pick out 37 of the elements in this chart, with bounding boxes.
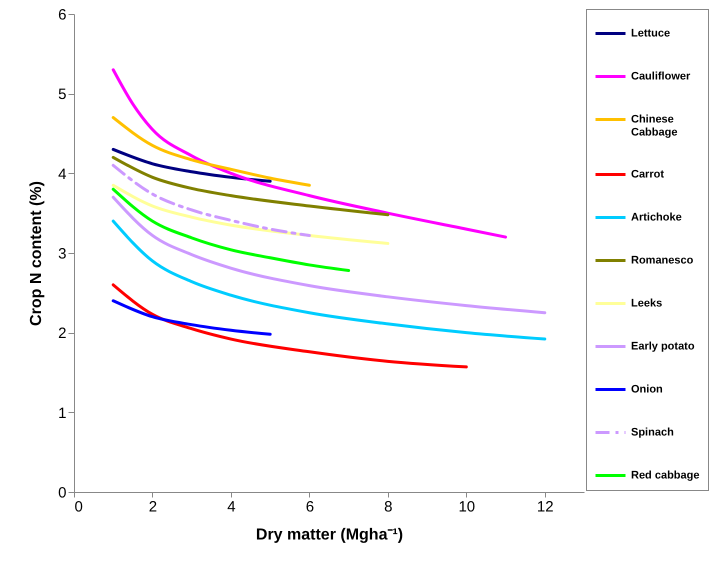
y-tick-label: 0 [58,484,66,502]
x-tick-label: 12 [536,498,554,516]
legend-label: Lettuce [631,28,670,40]
line-series [112,156,390,216]
x-tick-label: 4 [227,498,236,516]
y-tick-label: 5 [58,86,66,104]
legend-label: Early potato [631,340,695,352]
line-series [112,220,546,341]
x-tick-label: 0 [74,498,83,516]
line-series [112,148,272,183]
line-series [112,164,311,237]
line-series [112,116,311,187]
line-series [112,68,508,239]
legend-label: Onion [631,384,664,396]
line-series [112,299,272,336]
legend-label: Romanesco [631,254,694,266]
legend-label: Spinach [631,426,674,438]
legend-label: Carrot [631,168,664,180]
x-tick-label: 8 [384,498,393,516]
y-tick-label: 1 [58,404,66,422]
y-tick-label: 4 [58,166,66,183]
legend-label: Cauliflower [631,70,692,82]
x-tick-label: 10 [458,498,476,516]
line-series [112,283,468,368]
x-tick-label: 6 [306,498,314,516]
line-series [112,196,546,314]
legend-label: Chinese Cabbage [631,114,678,138]
x-axis-title: Dry matter (Mgha⁻¹) [256,526,404,544]
y-axis-title: Crop N content (%) [28,181,46,326]
y-tick-label: 2 [58,325,66,342]
legend-label: Leeks [631,298,662,310]
legend-label: Red cabbage [631,470,700,482]
y-tick-label: 3 [58,246,66,262]
line-series [112,188,350,272]
x-tick-label: 2 [148,498,158,516]
y-tick-label: 6 [58,6,66,24]
legend-label: Artichoke [631,212,682,224]
